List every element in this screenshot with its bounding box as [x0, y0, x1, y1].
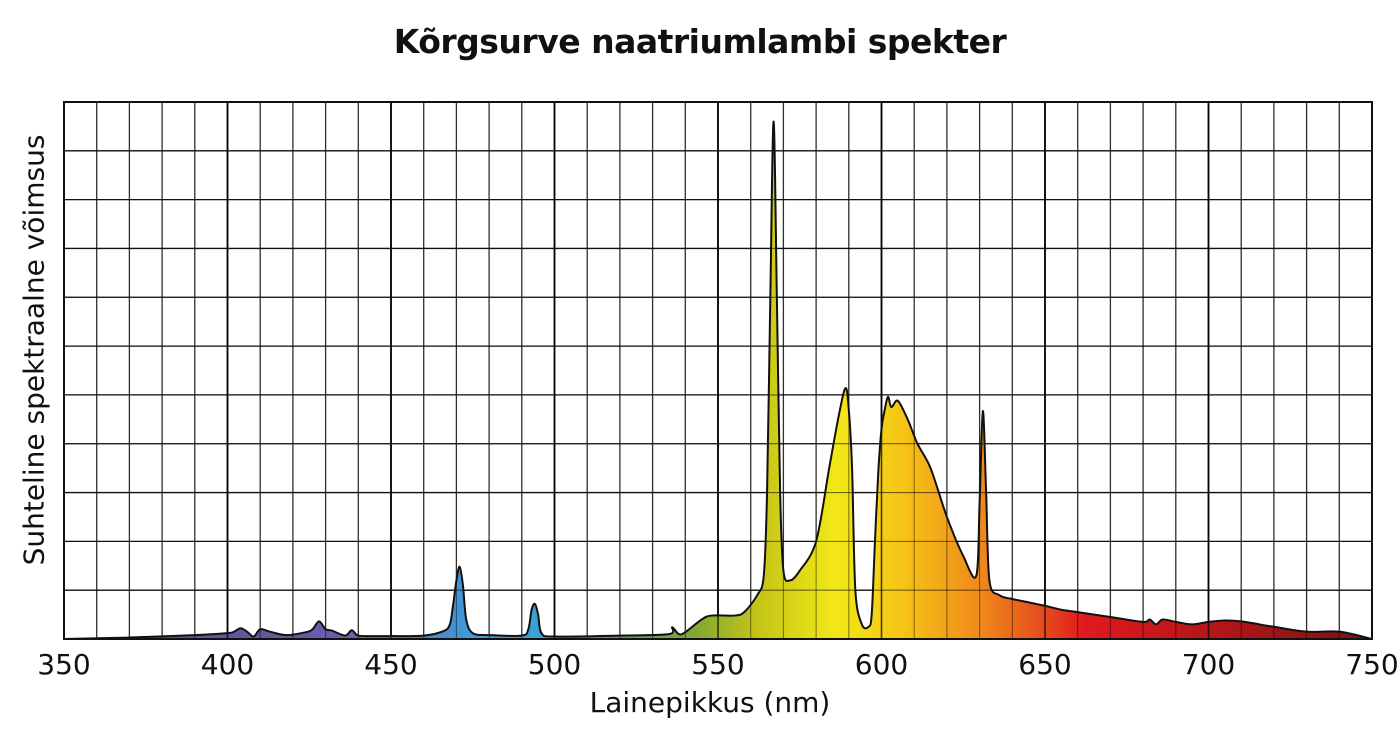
x-axis-label: Lainepikkus (nm) [589, 686, 831, 719]
spectrum-outline [63, 120, 1373, 640]
x-tick-label: 750 [1345, 648, 1399, 681]
x-tick-label: 450 [364, 648, 418, 681]
x-tick-label: 550 [691, 648, 745, 681]
x-tick-label: 700 [1181, 648, 1236, 681]
x-tick-label: 600 [854, 648, 909, 681]
x-tick-label: 650 [1018, 648, 1072, 681]
x-tick-label: 400 [200, 648, 255, 681]
x-tick-label: 500 [527, 648, 582, 681]
plot-frame [63, 101, 1373, 640]
x-tick-label: 350 [37, 648, 91, 681]
chart-title: Kõrgsurve naatriumlambi spekter [393, 22, 1007, 61]
grid-overlay [63, 101, 1373, 640]
